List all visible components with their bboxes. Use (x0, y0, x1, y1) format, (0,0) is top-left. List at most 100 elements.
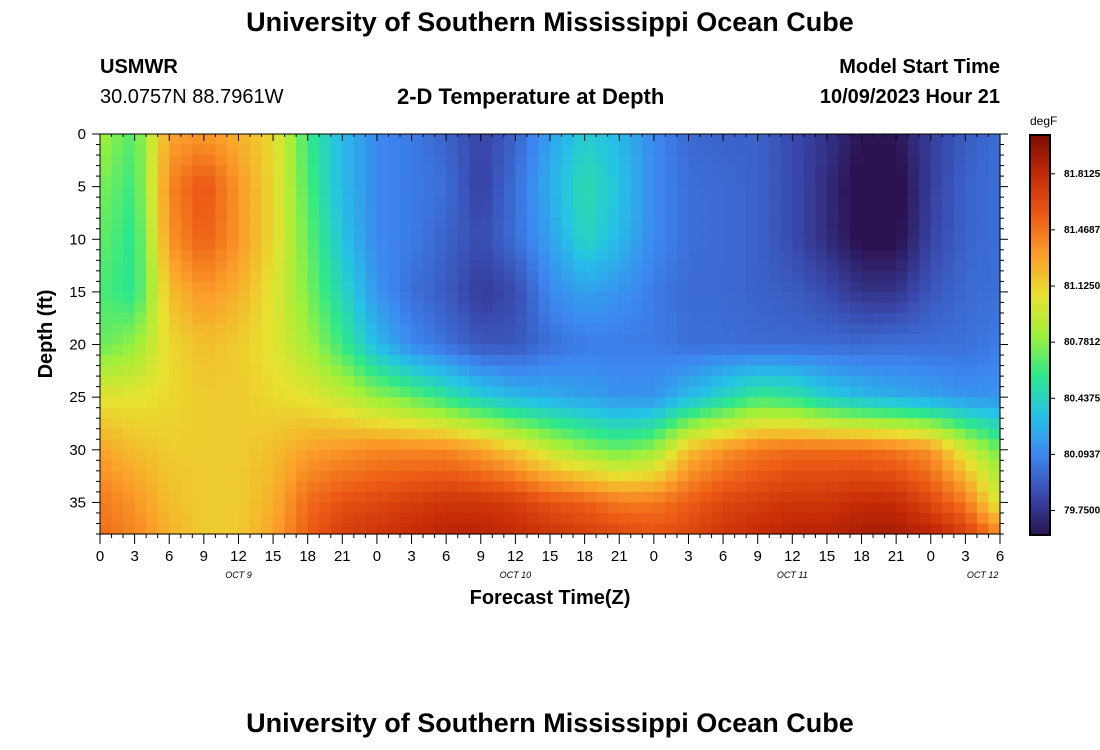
heatmap-cell (503, 502, 516, 514)
heatmap-cell (169, 355, 182, 367)
heatmap-cell (930, 176, 943, 188)
heatmap-cell (515, 155, 528, 167)
colorbar-swatch (1030, 442, 1050, 446)
heatmap-cell (480, 207, 493, 219)
heatmap-cell (711, 312, 724, 325)
heatmap-cell (884, 334, 897, 346)
heatmap-cell (515, 197, 528, 209)
heatmap-cell (850, 449, 863, 461)
heatmap-cell (538, 186, 551, 198)
heatmap-cell (215, 323, 228, 335)
x-tick-label: 9 (477, 548, 485, 565)
heatmap-cell (434, 228, 447, 240)
heatmap-cell (273, 491, 286, 504)
heatmap-cell (480, 302, 493, 314)
heatmap-cell (157, 302, 170, 314)
heatmap-cell (100, 155, 113, 167)
heatmap-cell (803, 207, 816, 219)
heatmap-cell (919, 249, 932, 261)
heatmap-cell (423, 502, 436, 514)
heatmap-cell (538, 176, 551, 188)
heatmap-cell (307, 460, 320, 472)
heatmap-cell (515, 502, 528, 514)
heatmap-cell (353, 291, 366, 304)
heatmap-cell (284, 186, 297, 198)
heatmap-cell (607, 502, 620, 514)
heatmap-cell (942, 270, 955, 282)
heatmap-cell (792, 155, 805, 167)
heatmap-cell (953, 239, 966, 251)
heatmap-cell (261, 312, 274, 325)
heatmap-cell (838, 460, 851, 472)
heatmap-cell (261, 281, 274, 293)
heatmap-cell (411, 407, 424, 419)
heatmap-cell (896, 449, 909, 461)
heatmap-cell (515, 439, 528, 451)
heatmap-cell (307, 491, 320, 504)
colorbar-swatch (1030, 252, 1050, 256)
heatmap-cell (273, 197, 286, 209)
heatmap-cell (469, 407, 482, 419)
heatmap-cell (642, 523, 655, 535)
heatmap-cell (365, 481, 378, 493)
heatmap-cell (561, 449, 574, 461)
heatmap-cell (284, 418, 297, 430)
heatmap-cell (653, 291, 666, 304)
heatmap-cell (826, 439, 840, 451)
heatmap-cell (642, 176, 655, 188)
heatmap-cell (330, 334, 343, 346)
heatmap-cell (826, 449, 840, 461)
heatmap-cell (700, 512, 713, 525)
heatmap-cell (319, 428, 332, 440)
heatmap-cell (815, 502, 828, 514)
heatmap-cell (930, 134, 943, 146)
heatmap-cell (180, 249, 193, 261)
heatmap-cell (457, 270, 470, 282)
heatmap-cell (238, 281, 251, 293)
heatmap-cell (815, 176, 828, 188)
heatmap-cell (192, 218, 205, 230)
heatmap-cell (192, 165, 205, 177)
heatmap-cell (584, 144, 597, 156)
heatmap-cell (561, 491, 574, 504)
heatmap-cell (215, 523, 228, 535)
heatmap-cell (100, 312, 113, 325)
heatmap-cell (665, 302, 678, 314)
heatmap-cell (180, 144, 193, 156)
heatmap-cell (988, 249, 1001, 261)
heatmap-cell (353, 302, 366, 314)
heatmap-cell (330, 207, 343, 219)
colorbar-swatch (1030, 447, 1050, 451)
heatmap-cell (573, 523, 586, 535)
heatmap-cell (965, 491, 978, 504)
heatmap-cell (930, 218, 943, 230)
heatmap-cell (953, 165, 966, 177)
heatmap-cell (457, 365, 470, 377)
heatmap-cell (330, 249, 343, 261)
heatmap-cell (792, 449, 805, 461)
heatmap-cell (192, 355, 205, 367)
heatmap-cell (596, 460, 609, 472)
heatmap-cell (723, 355, 736, 367)
heatmap-cell (330, 365, 343, 377)
heatmap-cell (226, 365, 240, 377)
colorbar-swatch (1030, 172, 1050, 176)
heatmap-cell (757, 176, 770, 188)
heatmap-cell (584, 355, 597, 367)
heatmap-cell (561, 481, 574, 493)
heatmap-cell (711, 365, 724, 377)
heatmap-cell (100, 323, 113, 335)
heatmap-cell (850, 186, 863, 198)
heatmap-cell (550, 491, 563, 504)
heatmap-cell (653, 249, 666, 261)
heatmap-cell (734, 376, 747, 388)
heatmap-cell (596, 176, 609, 188)
heatmap-cell (953, 428, 966, 440)
heatmap-cell (815, 249, 828, 261)
heatmap-cell (711, 428, 724, 440)
heatmap-cell (953, 460, 966, 472)
heatmap-cell (400, 491, 413, 504)
heatmap-cell (942, 218, 955, 230)
heatmap-cell (596, 249, 609, 261)
heatmap-cell (273, 439, 286, 451)
